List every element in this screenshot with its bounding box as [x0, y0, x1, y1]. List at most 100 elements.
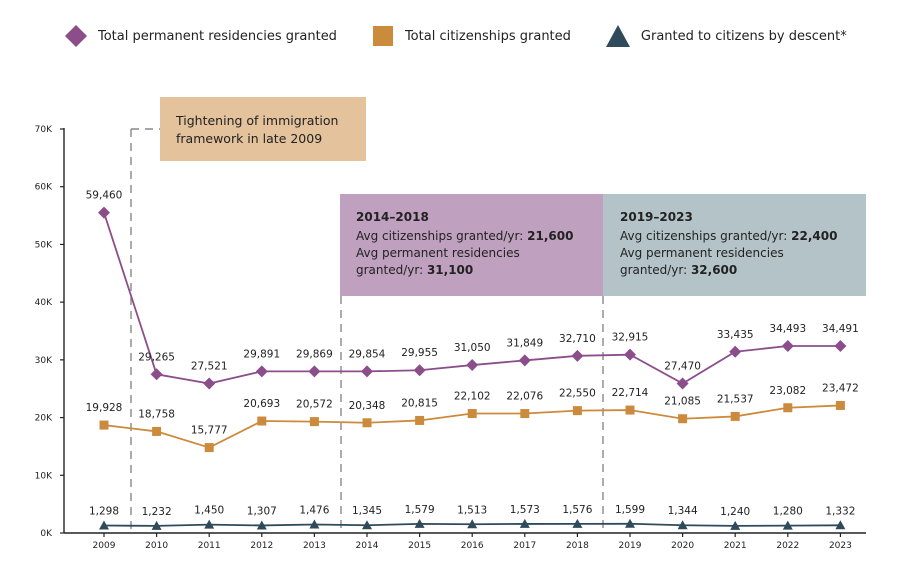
data-point-square [625, 405, 635, 415]
data-label: 23,082 [769, 385, 806, 397]
data-point-square [152, 426, 162, 436]
data-label: 1,573 [510, 504, 540, 516]
series-layer: 59,460 29,265 27,521 29,891 29,869 29,854 29,9… [86, 190, 859, 530]
svg-text:granted/yr: 31,100: granted/yr: 31,100 [356, 263, 473, 277]
x-tick-label: 2014 [356, 541, 379, 551]
data-label: 20,815 [401, 397, 438, 409]
triangle-icon [605, 25, 630, 47]
data-label: 22,102 [454, 391, 491, 403]
data-label: 1,344 [668, 505, 698, 517]
data-label: 21,537 [717, 393, 754, 405]
data-label: 22,550 [559, 388, 596, 400]
y-tick-label: 40K [35, 298, 53, 308]
x-tick-label: 2013 [303, 541, 326, 551]
data-label: 20,348 [349, 400, 386, 412]
data-point-triangle [782, 520, 793, 530]
x-tick-label: 2011 [198, 541, 221, 551]
data-point-diamond [729, 345, 742, 358]
period2-annotation-box [603, 194, 866, 296]
period2-pr-value: 32,600 [691, 263, 737, 277]
legend-item-permanent-residencies: Total permanent residencies granted [64, 24, 337, 48]
data-label: 29,265 [138, 351, 175, 363]
period1-cit-label: Avg citizenships granted/yr: [356, 229, 527, 243]
x-tick-label: 2021 [724, 541, 747, 551]
legend-label: Total citizenships granted [404, 28, 571, 44]
data-point-diamond [98, 206, 110, 219]
y-tick-label: 10K [35, 471, 53, 481]
data-point-diamond [150, 368, 163, 381]
data-point-diamond [624, 348, 636, 361]
data-point-triangle [204, 519, 215, 529]
data-label: 23,472 [822, 382, 859, 394]
x-tick-label: 2012 [250, 541, 273, 551]
data-point-square [520, 409, 530, 419]
data-point-square [362, 418, 372, 428]
data-point-triangle [835, 520, 846, 530]
data-point-triangle [467, 519, 478, 529]
data-label: 34,493 [769, 323, 806, 335]
period2-heading: 2019–2023 [620, 210, 693, 224]
x-axis-ticks: 2009 2010 2011 2012 2013 2014 2015 2016 2017 2018… [93, 533, 852, 551]
data-point-triangle [730, 520, 741, 530]
square-icon [372, 26, 393, 46]
data-label: 20,693 [243, 398, 280, 410]
y-tick-label: 60K [35, 183, 53, 193]
period1-pr-label: Avg permanent residencies [356, 246, 520, 260]
svg-text:Avg citizenships granted/yr: 2: Avg citizenships granted/yr: 22,400 [620, 229, 837, 243]
data-label: 1,280 [773, 506, 803, 518]
data-label: 1,579 [405, 504, 435, 516]
series-2: 19,928 18,758 15,777 20,693 20,572 20,348 20,8… [86, 382, 859, 453]
period2-pr-label2: granted/yr: [620, 263, 691, 277]
data-label: 33,435 [717, 329, 754, 341]
data-point-diamond [413, 364, 426, 377]
x-tick-label: 2022 [776, 541, 799, 551]
data-label: 34,491 [822, 323, 859, 335]
data-label: 29,854 [349, 348, 386, 360]
x-tick-label: 2009 [93, 541, 116, 551]
data-label: 31,849 [506, 337, 543, 349]
data-label: 59,460 [86, 190, 123, 202]
x-tick-label: 2016 [461, 541, 484, 551]
data-label: 1,307 [247, 505, 277, 517]
tightening-annotation-box [160, 97, 366, 161]
x-tick-label: 2019 [619, 541, 642, 551]
x-tick-label: 2017 [513, 541, 536, 551]
data-point-diamond [571, 349, 584, 362]
data-point-square [678, 414, 688, 424]
data-point-square [99, 420, 109, 430]
data-point-square [835, 400, 845, 410]
data-point-triangle [677, 520, 688, 530]
x-tick-label: 2023 [829, 541, 852, 551]
data-point-diamond [676, 377, 689, 390]
data-point-square [415, 415, 425, 425]
data-label: 19,928 [86, 402, 123, 414]
legend-item-citizenships: Total citizenships granted [371, 24, 571, 48]
period1-heading: 2014–2018 [356, 210, 429, 224]
x-tick-label: 2015 [408, 541, 431, 551]
period1-annotation-box [340, 194, 603, 296]
period1-pr-label2: granted/yr: [356, 263, 427, 277]
data-point-square [467, 409, 477, 419]
x-tick-label: 2020 [671, 541, 694, 551]
series-3: 1,298 1,232 1,450 1,307 1,476 1,345 1,579 1,513… [89, 504, 855, 530]
legend-label: Granted to citizens by descent* [640, 28, 847, 44]
data-point-triangle [151, 520, 162, 530]
svg-text:granted/yr: 32,600: granted/yr: 32,600 [620, 263, 737, 277]
y-tick-label: 50K [35, 240, 53, 250]
data-point-diamond [361, 365, 373, 378]
data-label: 1,345 [352, 505, 382, 517]
data-label: 18,758 [138, 408, 175, 420]
period2-cit-value: 22,400 [791, 229, 837, 243]
data-point-triangle [572, 518, 583, 528]
data-label: 27,521 [191, 361, 228, 373]
data-point-diamond [518, 354, 531, 367]
diamond-icon [65, 25, 87, 47]
data-point-square [572, 406, 582, 416]
data-point-triangle [309, 519, 320, 529]
data-point-triangle [256, 520, 267, 530]
data-label: 22,714 [612, 387, 649, 399]
period1-cit-value: 21,600 [527, 229, 573, 243]
data-label: 1,576 [562, 504, 592, 516]
data-point-triangle [625, 518, 635, 528]
series-1: 59,460 29,265 27,521 29,891 29,869 29,854 29,9… [86, 190, 859, 390]
